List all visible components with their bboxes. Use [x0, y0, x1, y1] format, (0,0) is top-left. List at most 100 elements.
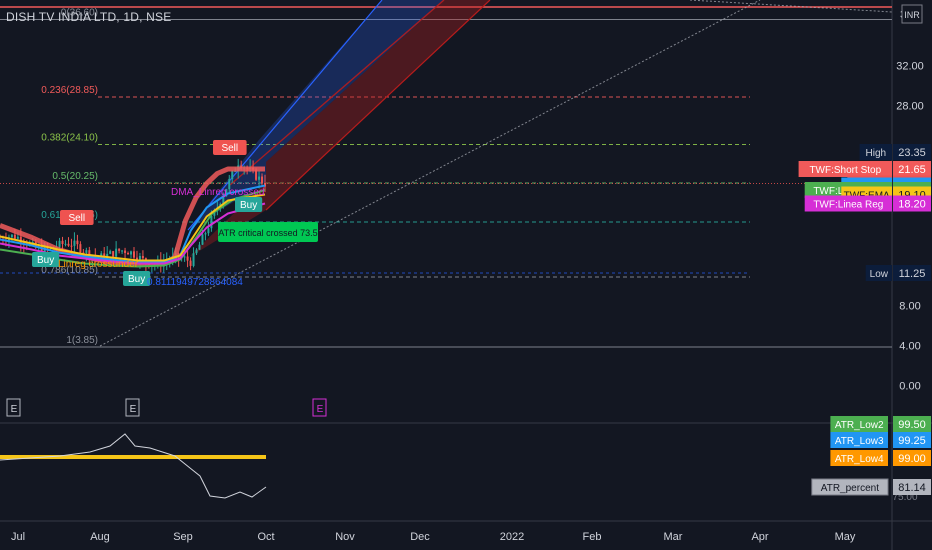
sell-signal-1: Sell	[221, 143, 238, 154]
badge-name-0: High	[866, 148, 887, 159]
badge-value-bg-1	[893, 161, 931, 177]
candle-body-65	[192, 253, 195, 266]
candle-body-67	[198, 244, 201, 250]
sell-signal-2-bg	[60, 210, 94, 225]
lower-badge-name-3: ATR_percent	[821, 483, 879, 494]
badge-name-bg-6	[804, 195, 892, 212]
badge-value-0: 23.35	[898, 147, 926, 159]
badge-name-1: TWF:Short Stop	[809, 165, 881, 176]
badge-name-bg-7	[865, 265, 892, 281]
badge-value-bg-6	[893, 195, 931, 212]
atr-critical-label: ATR critical crossed 73.5	[218, 228, 317, 238]
candle-body-87	[258, 176, 261, 180]
fib-label-2: 0.382(24.10)	[41, 133, 98, 144]
badge-name-6: TWF:Linea Reg	[813, 200, 883, 211]
buy-signal-1-bg	[32, 252, 60, 267]
lower-badge-name-bg-1	[830, 432, 888, 448]
currency-label: INR	[904, 10, 920, 20]
candle-body-43	[127, 252, 130, 255]
candle-body-89	[264, 183, 266, 187]
candle-body-28	[82, 252, 85, 254]
candle-body-78	[231, 171, 234, 180]
candle-body-62	[183, 256, 186, 258]
candle-body-41	[121, 250, 124, 252]
candle-body-71	[210, 215, 213, 229]
candle-body-5	[13, 234, 16, 239]
badge-value-bg-0	[893, 144, 931, 160]
fib-label-1: 0.236(28.85)	[41, 85, 98, 96]
price-tick-0: 32.00	[896, 61, 924, 73]
time-label-5: Dec	[410, 531, 430, 543]
time-label-6: 2022	[500, 531, 524, 543]
candle-body-75	[222, 196, 225, 205]
lower-partial-tick: 75.00	[892, 492, 917, 503]
time-label-10: May	[835, 531, 856, 543]
time-label-3: Oct	[257, 531, 274, 543]
fraction-label: 0.8111949728864084	[147, 277, 243, 288]
candle-body-69	[204, 233, 207, 235]
price-tick-4: 0.00	[899, 381, 920, 393]
lower-badge-name-0: ATR_Low2	[835, 420, 884, 431]
symbol-title: DISH TV INDIA LTD, 1D, NSE	[6, 10, 172, 24]
candle-body-64	[189, 260, 192, 266]
channel-lower-band	[188, 0, 490, 258]
buy-signal-1: Buy	[37, 255, 54, 266]
sell-signal-1-bg	[213, 140, 247, 155]
candle-body-46	[135, 257, 138, 261]
candle-body-66	[195, 249, 198, 254]
price-tick-3: 4.00	[899, 341, 920, 353]
candle-body-88	[261, 176, 264, 184]
badge-value-7: 11.25	[899, 268, 926, 280]
currency-box	[901, 4, 923, 24]
badge-name-bg-0	[859, 144, 892, 160]
candle-body-45	[132, 251, 135, 258]
dma-cross-label: DMA_Linreg crossed	[171, 187, 264, 198]
badge-value-1: 21.65	[898, 164, 926, 176]
time-label-1: Aug	[90, 531, 110, 543]
buy-signal-3: Buy	[240, 200, 257, 211]
event-marker-0: E	[11, 404, 18, 415]
candle-body-44	[130, 251, 133, 255]
event-marker-1: E	[130, 404, 137, 415]
fib-label-3: 0.5(20.25)	[52, 171, 98, 182]
time-label-7: Feb	[583, 531, 602, 543]
candle-body-6	[16, 236, 19, 239]
lower-badge-value-1: 99.25	[898, 435, 926, 447]
time-label-2: Sep	[173, 531, 193, 543]
buy-signal-2: Buy	[128, 274, 145, 285]
price-tick-1: 28.00	[896, 101, 924, 113]
candle-body-42	[124, 250, 127, 253]
candle-body-47	[138, 255, 141, 261]
candle-body-86	[255, 169, 258, 180]
indicator-twf-ema	[0, 193, 266, 262]
candle-body-25	[73, 240, 76, 246]
badge-value-6: 18.20	[898, 199, 926, 211]
lower-badge-value-bg-0	[893, 416, 931, 432]
fib-label-0: 0(36.60)	[61, 8, 98, 19]
event-marker-bg-2	[312, 398, 327, 417]
candle-body-29	[85, 250, 88, 253]
event-marker-bg-0	[6, 398, 21, 417]
badge-value-bg-7	[893, 265, 931, 281]
lower-badge-value-bg-1	[893, 432, 931, 448]
time-label-9: Apr	[751, 531, 768, 543]
buy-signal-3-bg	[235, 197, 263, 212]
crossunder-label: Linreg crossunder	[58, 259, 139, 270]
candle-body-76	[225, 189, 228, 197]
lower-badge-name-bg-0	[830, 416, 888, 432]
lower-badge-value-3: 81.14	[898, 482, 926, 494]
lower-badge-value-0: 99.50	[898, 419, 926, 431]
lower-badge-value-2: 99.00	[898, 453, 926, 465]
candle-body-38	[112, 251, 115, 257]
price-tick-2: 8.00	[899, 301, 920, 313]
candle-body-11	[31, 242, 34, 244]
candle-body-48	[141, 255, 144, 259]
candle-body-23	[67, 243, 70, 246]
trend-line-2	[689, 0, 893, 13]
candle-body-37	[109, 251, 112, 254]
badge-name-bg-1	[798, 161, 892, 177]
candle-body-26	[76, 240, 79, 245]
candle-body-20	[58, 240, 61, 247]
